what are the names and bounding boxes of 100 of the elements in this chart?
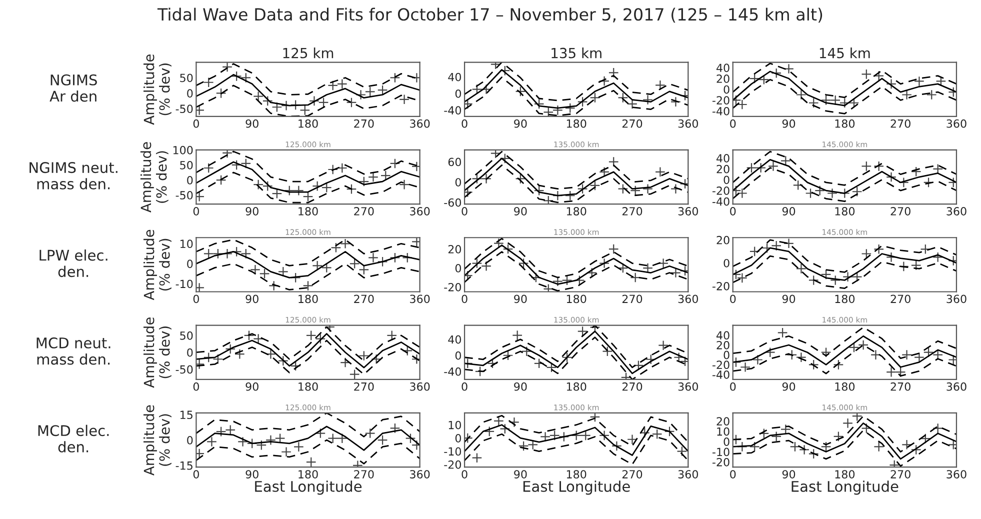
point	[518, 440, 529, 452]
x-tick-label: 270	[890, 470, 910, 478]
line-series	[196, 333, 420, 368]
point	[564, 190, 576, 201]
point	[608, 156, 619, 168]
x-tick-label: 90	[782, 294, 796, 304]
point	[574, 275, 585, 286]
x-tick-label: 360	[678, 382, 698, 391]
x-tick-label: 270	[354, 294, 374, 304]
point	[306, 456, 316, 468]
point	[827, 188, 838, 198]
x-tick-label: 0	[730, 207, 736, 216]
point	[926, 90, 937, 100]
x-tick-label: 90	[782, 382, 796, 391]
x-tick-label: 360	[946, 470, 966, 478]
point	[792, 180, 804, 190]
point	[246, 438, 258, 449]
point	[618, 262, 628, 274]
point	[377, 84, 388, 96]
x-tick-label: 180	[835, 470, 855, 478]
text: NGIMS neut. mass den.	[30, 162, 118, 190]
x-tick-label: 90	[782, 470, 796, 478]
point	[608, 244, 619, 254]
point	[852, 412, 862, 422]
point	[474, 366, 486, 377]
point	[472, 173, 482, 184]
y-tick-label: 40	[716, 154, 730, 162]
point	[654, 80, 666, 90]
point	[549, 430, 560, 441]
point	[266, 434, 276, 446]
point	[315, 334, 326, 344]
y-tick-label: -10	[444, 447, 462, 456]
point	[910, 260, 922, 270]
point	[558, 432, 570, 442]
point	[356, 90, 366, 100]
point	[309, 96, 320, 106]
y-tick-label: -50	[176, 104, 193, 114]
x-tick-label: 360	[410, 207, 430, 216]
line-series	[732, 255, 956, 289]
point	[253, 91, 264, 102]
point	[630, 272, 641, 283]
x-tick-label: 270	[622, 294, 642, 304]
point	[290, 360, 301, 372]
point	[612, 440, 622, 452]
point	[599, 166, 610, 178]
line-series	[464, 158, 688, 196]
x-tick-label: 270	[890, 119, 910, 128]
x-tick-label: 270	[354, 470, 374, 478]
point	[886, 252, 896, 262]
line-series	[464, 414, 688, 447]
x-tick-label: 0	[462, 382, 468, 391]
y-axis-title: Amplitude (% dev)	[144, 405, 172, 476]
point	[212, 354, 224, 364]
line-series	[732, 78, 956, 114]
y-tick-label: -15	[176, 462, 192, 470]
point	[225, 424, 236, 436]
point	[377, 434, 388, 446]
point	[500, 424, 510, 434]
line-series	[464, 424, 688, 456]
y-tick-label: 50	[180, 160, 193, 170]
x-tick-label: 180	[298, 119, 318, 128]
x-tick-label: 0	[730, 294, 736, 304]
point	[642, 184, 653, 194]
point	[386, 330, 398, 341]
x-axis-title: East Longitude	[523, 480, 630, 495]
point	[552, 276, 563, 287]
point	[627, 434, 638, 445]
y-tick-label: -40	[712, 197, 730, 206]
point	[833, 431, 844, 442]
x-tick-label: 0	[193, 294, 199, 304]
point	[599, 258, 610, 268]
point	[784, 64, 794, 74]
point	[472, 258, 482, 268]
point	[377, 256, 388, 267]
point	[771, 431, 782, 442]
x-tick-label: 90	[782, 119, 796, 128]
x-tick-label: 180	[566, 207, 586, 216]
point	[874, 441, 884, 452]
point	[784, 238, 794, 249]
y-tick-label: -50	[176, 365, 193, 374]
x-tick-label: 180	[298, 470, 318, 478]
y-tick-label: 0	[455, 434, 462, 442]
point	[571, 430, 582, 441]
x-tick-label: 180	[566, 382, 586, 391]
line-series	[732, 335, 956, 368]
point	[780, 156, 791, 166]
point	[736, 99, 748, 110]
line-series	[196, 250, 420, 278]
point	[820, 94, 832, 106]
point	[330, 242, 342, 253]
line-series	[196, 74, 420, 106]
y-tick-label: -20	[712, 186, 730, 195]
point	[630, 185, 641, 196]
point	[512, 330, 523, 341]
point	[861, 68, 872, 80]
point	[552, 104, 563, 116]
x-axis-title: East Longitude	[255, 480, 362, 495]
point	[830, 275, 841, 286]
point	[240, 72, 252, 83]
point	[293, 442, 304, 452]
